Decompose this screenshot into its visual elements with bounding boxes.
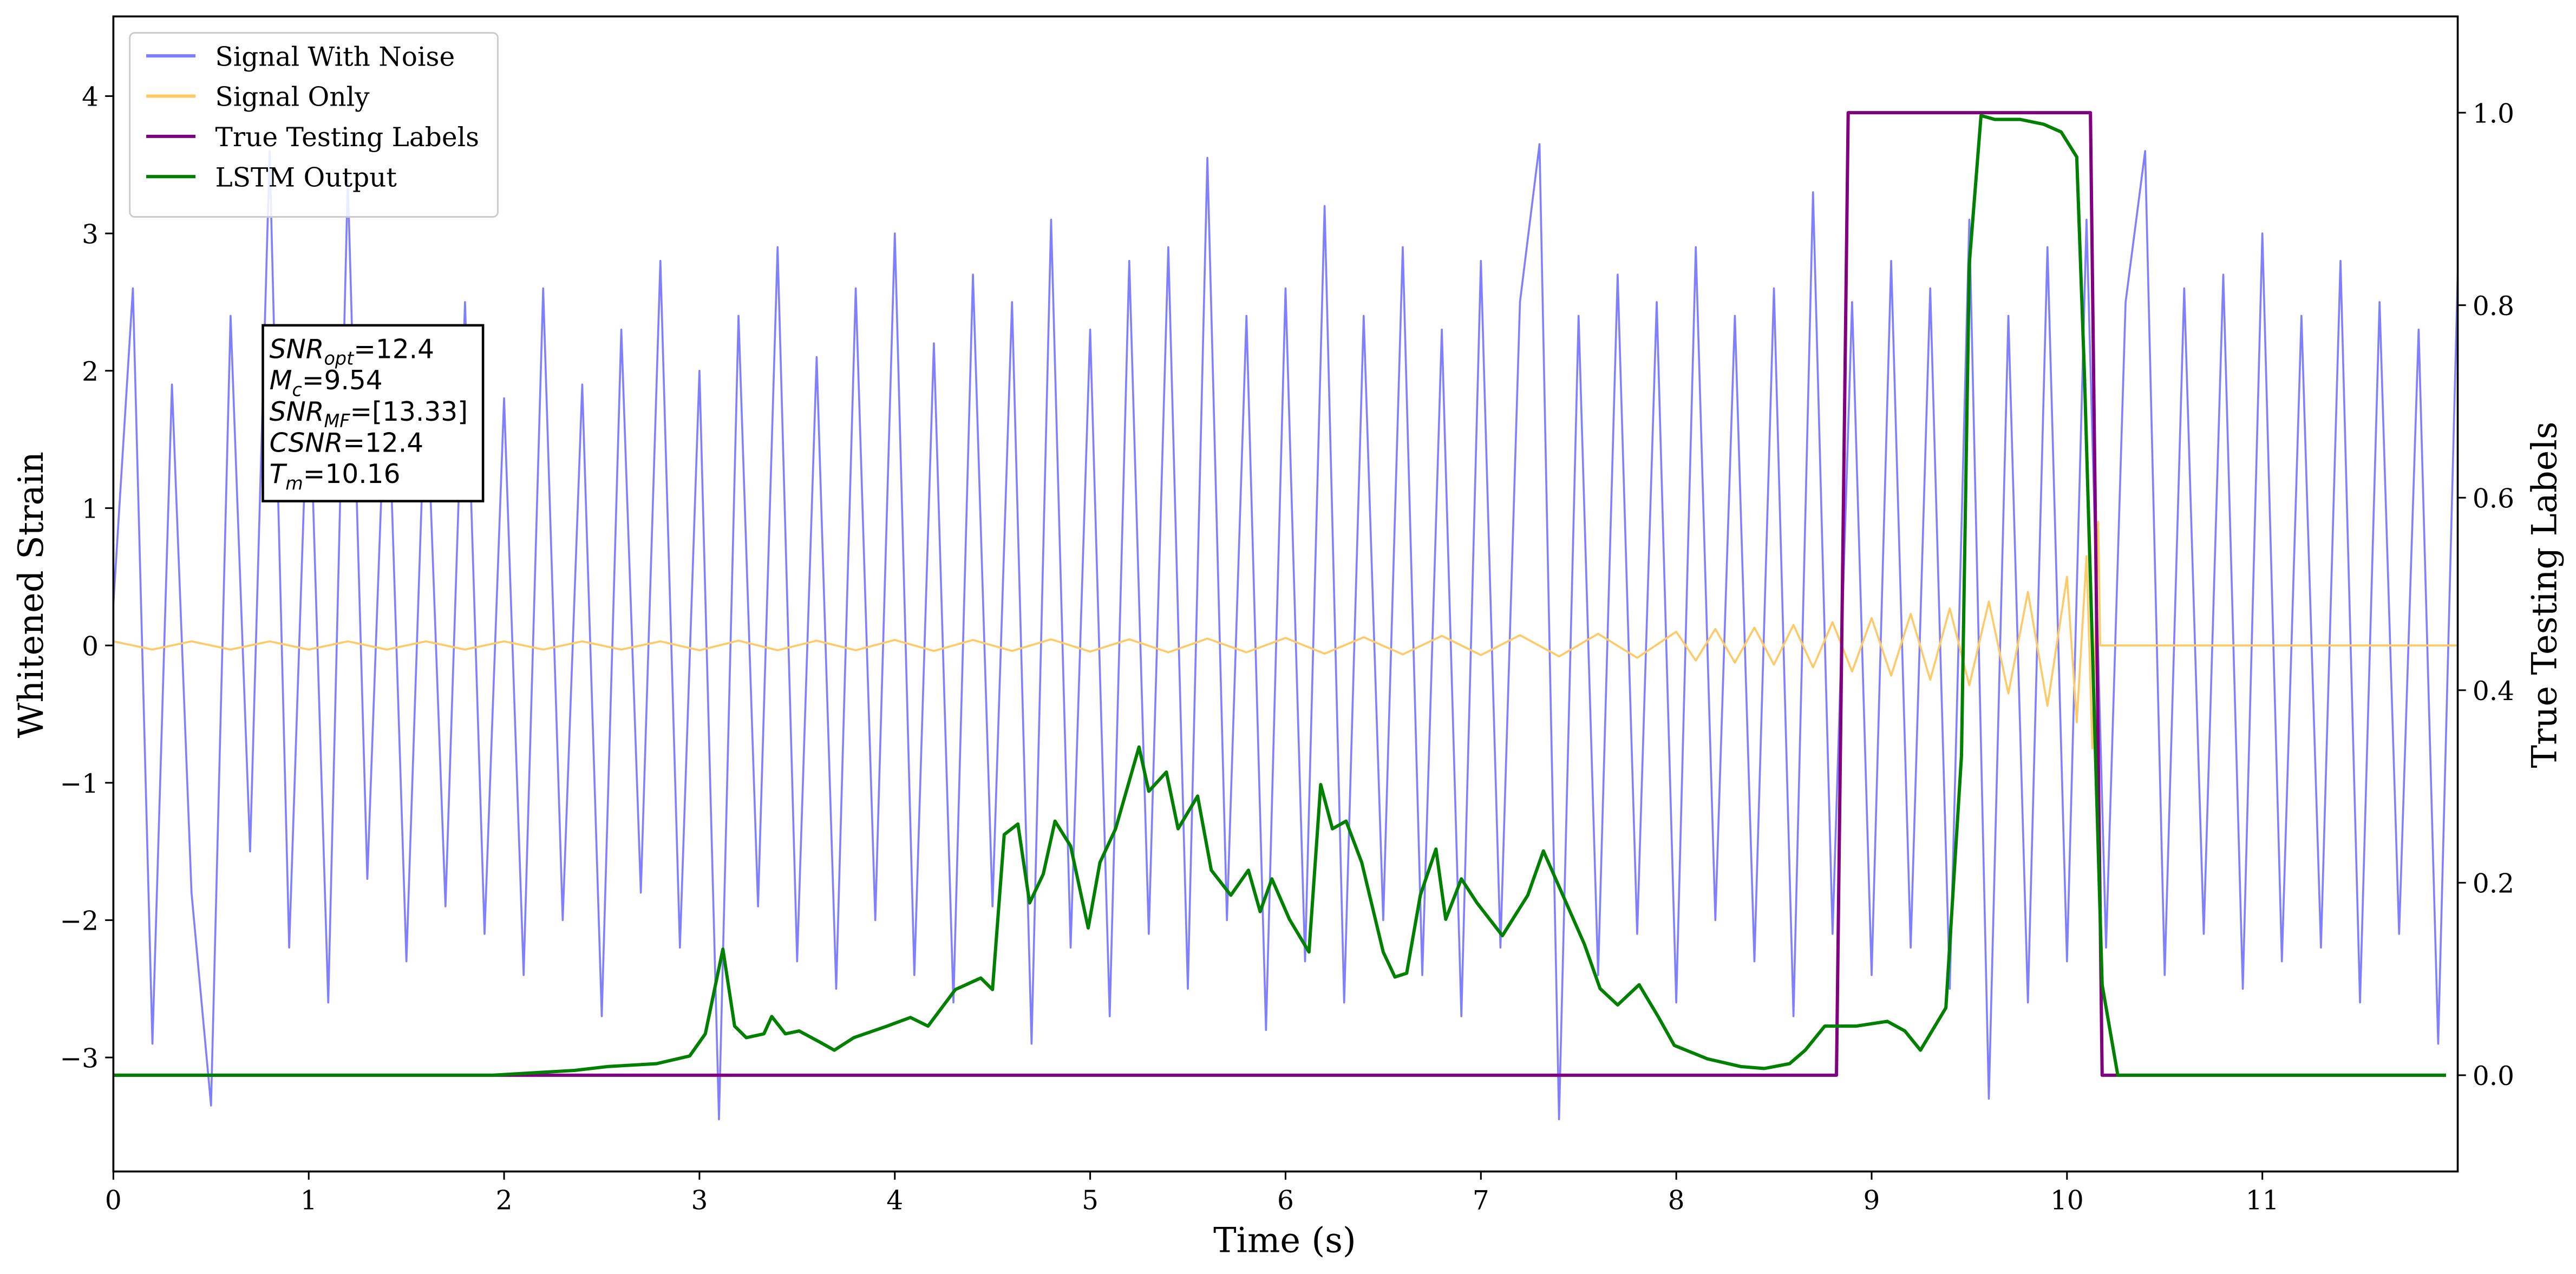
y-tick-label: 1 <box>82 494 99 525</box>
annotation-text: =[13.33] <box>350 397 468 427</box>
x-tick-label: 9 <box>1864 1185 1880 1216</box>
series-line <box>113 114 2446 1077</box>
y2-tick-label: 0.2 <box>2473 869 2514 899</box>
y-tick-label: 0 <box>82 631 99 662</box>
y-tick-label: −3 <box>60 1043 99 1074</box>
annotation-subscript: MF <box>324 410 351 432</box>
x-tick-label: 0 <box>105 1185 122 1216</box>
annotation-text: =12.4 <box>343 428 423 459</box>
annotation-line: CSNR=12.4 <box>270 428 423 459</box>
y2-axis-label: True Testing Labels <box>2525 422 2565 768</box>
annotation-line: Mc=9.54 <box>270 365 383 400</box>
y-tick-label: −2 <box>60 906 99 937</box>
annotation-symbol: SNR <box>270 397 324 427</box>
annotation-text: =12.4 <box>354 335 434 365</box>
series-line <box>113 520 2458 750</box>
annotation-subscript: c <box>292 379 302 400</box>
x-tick-label: 4 <box>886 1185 903 1216</box>
y-tick-label: 2 <box>82 357 99 387</box>
annotation-symbol: CSNR <box>270 428 343 459</box>
y2-tick-label: 0.8 <box>2473 291 2514 322</box>
annotation-symbol: T <box>270 459 287 489</box>
annotation-symbol: SNR <box>270 335 324 365</box>
x-tick-label: 10 <box>2050 1185 2084 1216</box>
y-tick-label: 4 <box>82 82 99 113</box>
x-tick-label: 2 <box>496 1185 513 1216</box>
annotation-line: SNRopt=12.4 <box>270 335 434 369</box>
legend-box <box>129 32 499 218</box>
annotation-symbol: M <box>270 365 292 396</box>
y2-tick-label: 1.0 <box>2473 99 2514 129</box>
x-tick-label: 5 <box>1082 1185 1099 1216</box>
x-axis-label: Time (s) <box>1213 1220 1356 1260</box>
annotation-box <box>261 324 485 502</box>
y2-tick-label: 0.4 <box>2473 676 2514 707</box>
legend-label: Signal With Noise <box>215 42 455 72</box>
x-tick-label: 3 <box>691 1185 708 1216</box>
y2-tick-label: 0.6 <box>2473 484 2514 514</box>
x-tick-label: 6 <box>1277 1185 1294 1216</box>
x-tick-label: 7 <box>1473 1185 1489 1216</box>
x-tick-label: 8 <box>1668 1185 1685 1216</box>
legend-label: Signal Only <box>215 82 370 113</box>
y-tick-label: −1 <box>60 769 99 799</box>
x-tick-label: 1 <box>300 1185 317 1216</box>
series-line <box>113 143 2458 1121</box>
annotation-subscript: m <box>285 473 303 494</box>
legend-label: LSTM Output <box>215 162 397 193</box>
y-tick-label: 3 <box>82 219 99 250</box>
annotation-line: Tm=10.16 <box>270 459 401 494</box>
y2-tick-label: 0.0 <box>2473 1061 2514 1092</box>
annotation-text: =9.54 <box>302 365 383 396</box>
annotation-subscript: opt <box>324 348 355 369</box>
annotation-text: =10.16 <box>303 459 401 489</box>
x-tick-label: 11 <box>2246 1185 2279 1216</box>
legend-label: True Testing Labels <box>215 122 480 153</box>
annotation-line: SNRMF=[13.33] <box>270 397 468 432</box>
y-axis-label: Whitened Strain <box>11 452 51 738</box>
